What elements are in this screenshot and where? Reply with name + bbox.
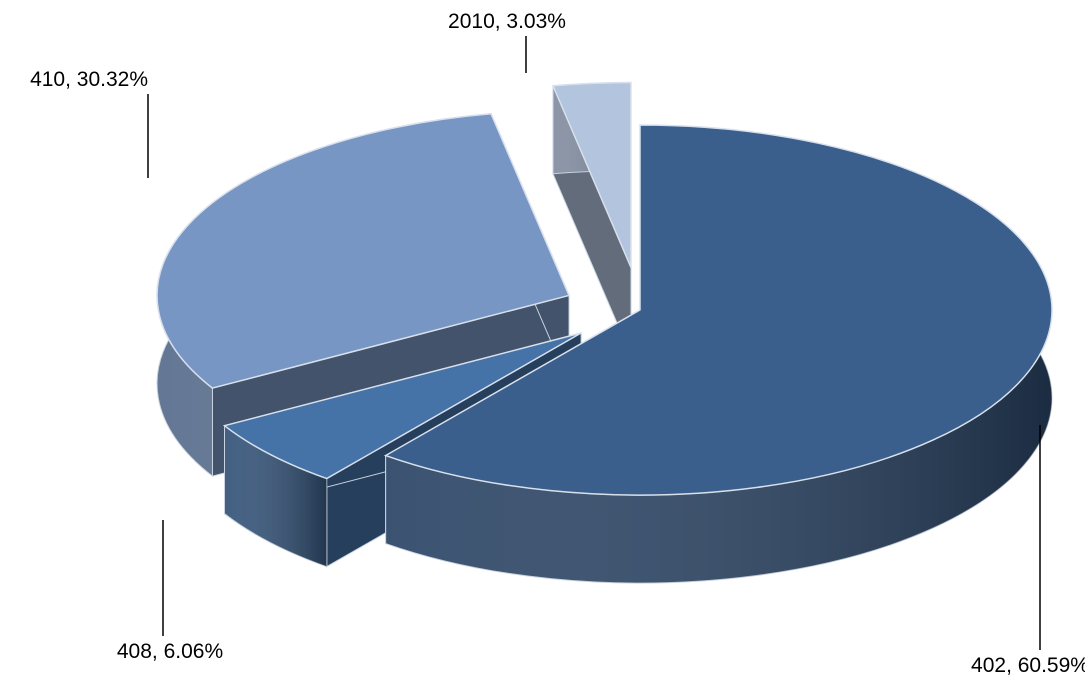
labels-layer: 402, 60.59% 408, 6.06% 410, 30.32% 2010, 3.… [30, 10, 1085, 677]
pie-slice-rim-shade [224, 425, 327, 567]
pie-slice-top [222, 332, 582, 480]
data-label-410: 410, 30.32% [30, 68, 148, 91]
pie-slice-top [383, 124, 1053, 496]
data-label-2010: 2010, 3.03% [448, 10, 566, 33]
pie-slice-2010 [551, 81, 632, 356]
data-label-402: 402, 60.59% [971, 654, 1085, 677]
pie-slice-top [551, 81, 632, 268]
pie-slice-402 [383, 124, 1053, 584]
data-label-408: 408, 6.06% [117, 640, 223, 663]
slices-layer [156, 81, 1053, 584]
pie-slice-top [156, 112, 571, 389]
